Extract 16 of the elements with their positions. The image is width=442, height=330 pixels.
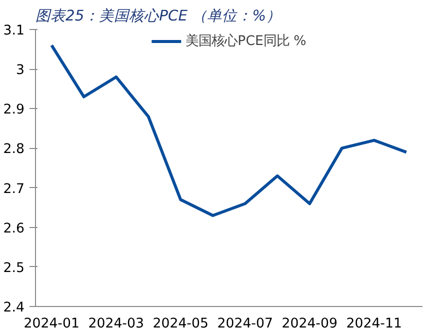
- x-tick-label: 2024-07: [217, 316, 273, 330]
- x-tick-label: 2024-11: [346, 316, 402, 330]
- x-tick-label: 2024-05: [152, 316, 208, 330]
- y-tick-label: 2.9: [3, 102, 25, 118]
- y-tick-label: 2.7: [3, 182, 25, 197]
- chart-title: 图表25：美国核心PCE （单位：%）: [36, 8, 282, 24]
- y-tick-label: 2.4: [3, 300, 25, 316]
- x-tick-label: 2024-09: [282, 316, 338, 330]
- y-tick-label: 3: [16, 63, 25, 78]
- y-tick-label: 3.1: [3, 24, 25, 38]
- x-tick-label: 2024-01: [24, 316, 80, 330]
- legend-label: 美国核心PCE同比 %: [186, 32, 306, 50]
- y-tick-label: 2.8: [3, 142, 25, 158]
- y-tick-label: 2.6: [3, 221, 25, 236]
- x-tick-label: 2024-03: [88, 316, 144, 330]
- y-tick-label: 2.5: [3, 260, 25, 276]
